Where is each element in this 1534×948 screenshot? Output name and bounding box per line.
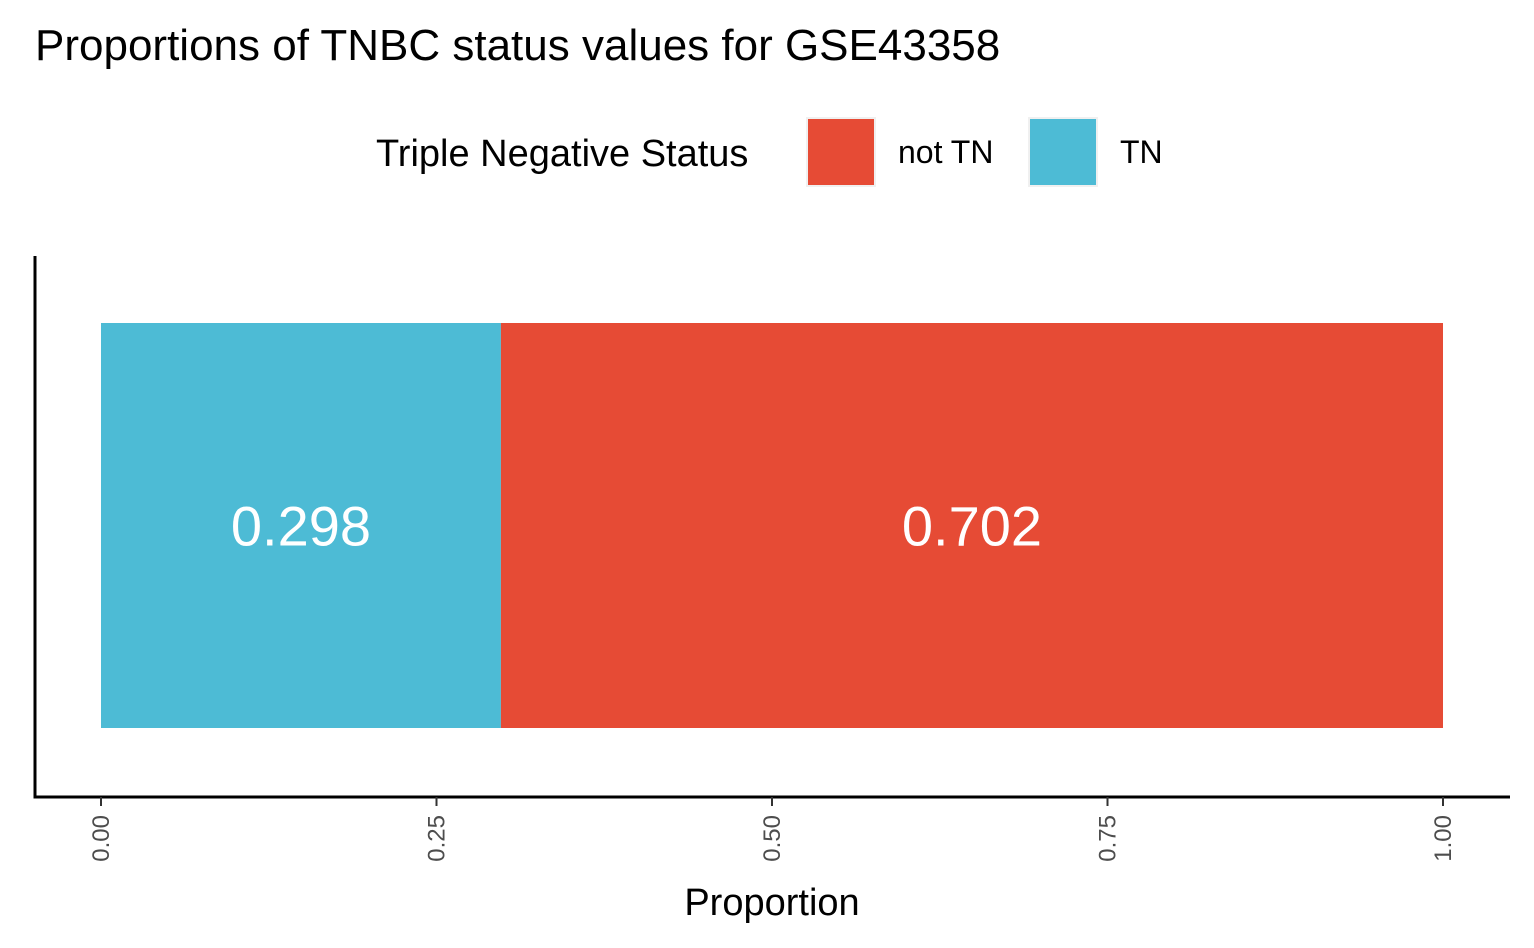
x-ticks: 0.00 0.25 0.50 0.75 1.00: [88, 797, 1457, 862]
bar-segment-tn: [101, 323, 501, 728]
legend-title: Triple Negative Status: [376, 133, 748, 175]
legend: Triple Negative Status not TN TN: [376, 117, 1163, 187]
bar-label-tn: 0.298: [231, 495, 371, 558]
x-tick-label: 1.00: [1430, 815, 1457, 862]
x-tick-label: 0.75: [1095, 815, 1122, 862]
legend-key-tn: [1028, 117, 1098, 187]
x-tick-label: 0.25: [424, 815, 451, 862]
x-tick-label: 0.00: [88, 815, 115, 862]
bars: [101, 323, 1443, 728]
legend-key-not-tn: [806, 117, 876, 187]
legend-label-not-tn: not TN: [898, 134, 993, 170]
bar-segment-not-tn: [500, 323, 1443, 728]
x-tick-label: 0.50: [759, 815, 786, 862]
bar-label-not-tn: 0.702: [902, 495, 1042, 558]
legend-label-tn: TN: [1120, 134, 1163, 170]
x-axis-title: Proportion: [684, 882, 859, 924]
chart-title: Proportions of TNBC status values for GS…: [35, 21, 1000, 70]
bar-labels: 0.298 0.702: [231, 495, 1042, 558]
